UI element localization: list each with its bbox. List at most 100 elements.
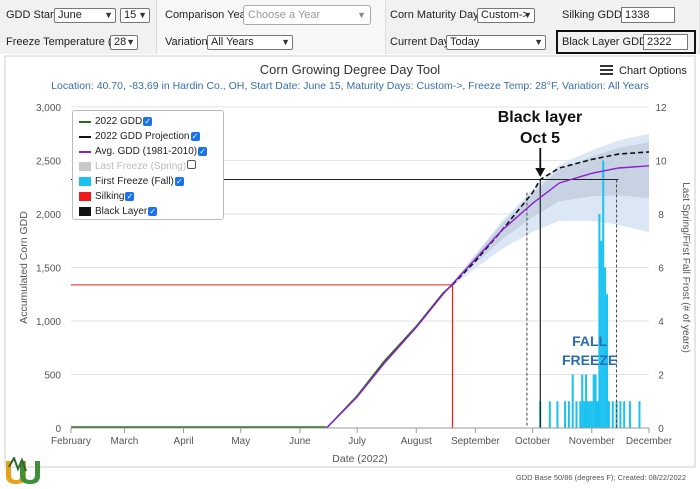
- first-freeze-bar: [567, 401, 570, 428]
- first-freeze-bar: [585, 374, 588, 428]
- legend-label: Silking: [95, 191, 125, 202]
- first-freeze-bar: [607, 401, 610, 428]
- black-layer-gdds-input[interactable]: 2322: [643, 34, 688, 50]
- corn-maturity-select[interactable]: Custom-> ▼: [477, 8, 535, 23]
- legend-item[interactable]: 2022 GDD Projection ✓: [79, 129, 223, 144]
- legend-checkbox[interactable]: ✓: [125, 192, 135, 201]
- chevron-down-icon: ▼: [534, 37, 543, 47]
- x-tick-label: September: [451, 436, 501, 447]
- hamburger-menu-icon: [600, 65, 613, 75]
- chevron-down-icon: ▼: [523, 10, 532, 20]
- legend-label: Last Freeze (Spring): [95, 161, 187, 172]
- first-freeze-bar: [600, 240, 603, 428]
- y-tick-label: 2,000: [36, 210, 61, 221]
- x-tick-label: October: [515, 436, 551, 447]
- y2-tick-label: 6: [658, 264, 664, 275]
- x-tick-label: March: [111, 436, 139, 447]
- chevron-down-icon: ▼: [357, 10, 366, 20]
- y2-axis-title: Last Spring/First Fall Frost (# of years…: [680, 182, 691, 353]
- y2-tick-label: 10: [655, 157, 667, 168]
- first-freeze-bar: [611, 401, 614, 428]
- variation-value: All Years: [211, 36, 254, 48]
- comparison-years-select[interactable]: Choose a Year ▼: [243, 5, 371, 25]
- legend-symbol: [79, 136, 91, 138]
- freeze-temp-label: Freeze Temperature (°F):: [6, 36, 130, 48]
- current-day-value: Today: [450, 36, 480, 48]
- legend-symbol: [79, 162, 91, 171]
- y2-tick-label: 4: [658, 317, 664, 328]
- first-freeze-bar: [604, 267, 607, 428]
- gdd-start-day-select[interactable]: 15 ▼: [120, 8, 150, 23]
- chart-variation-bands: [442, 133, 649, 295]
- legend-checkbox[interactable]: ✓: [198, 147, 208, 156]
- x-axis-title: Date (2022): [332, 453, 387, 465]
- chevron-down-icon: ▼: [126, 37, 135, 47]
- first-freeze-bar: [596, 401, 599, 428]
- chart-title: Corn Growing Degree Day Tool: [259, 62, 441, 77]
- first-freeze-bar: [606, 294, 609, 428]
- legend-checkbox[interactable]: ✓: [143, 117, 153, 126]
- first-freeze-bar: [598, 214, 601, 428]
- x-tick-label: June: [289, 436, 311, 447]
- legend-item[interactable]: 2022 GDD ✓: [79, 114, 223, 129]
- silking-gdds-label: Silking GDDs:: [562, 9, 631, 21]
- corn-maturity-value: Custom->: [481, 9, 529, 21]
- variation-select[interactable]: All Years ▼: [207, 35, 293, 50]
- y2-tick-label: 0: [658, 424, 664, 435]
- legend-item[interactable]: First Freeze (Fall) ✓: [79, 174, 223, 189]
- legend-symbol: [79, 177, 91, 186]
- first-freeze-bar: [583, 401, 586, 428]
- chart-footer: GDD Base 50/86 (degrees F); Created: 08/…: [515, 473, 686, 482]
- black-layer-highlight-box: [556, 30, 696, 54]
- black-layer-annotation-line1: Black layer: [497, 109, 583, 126]
- legend-item[interactable]: Silking ✓: [79, 189, 223, 204]
- legend-label: 2022 GDD: [95, 116, 143, 127]
- legend-item[interactable]: Last Freeze (Spring): [79, 159, 223, 174]
- first-freeze-bar: [592, 374, 595, 428]
- chevron-down-icon: ▼: [138, 10, 147, 20]
- variation-label: Variation:: [165, 36, 211, 48]
- chart-legend: 2022 GDD ✓ 2022 GDD Projection ✓ Avg. GDD (1…: [72, 110, 224, 220]
- series-line: [326, 165, 650, 429]
- legend-symbol: [79, 207, 91, 216]
- gdd-start-month-select[interactable]: June ▼: [54, 8, 116, 23]
- first-freeze-bar: [548, 401, 551, 428]
- first-freeze-bars: [539, 160, 641, 428]
- y-tick-label: 1,500: [36, 264, 61, 275]
- freeze-temp-select[interactable]: 28 ▼: [110, 35, 138, 50]
- legend-item[interactable]: Avg. GDD (1981-2010) ✓: [79, 144, 223, 159]
- first-freeze-bar: [594, 374, 597, 428]
- legend-checkbox[interactable]: [187, 160, 197, 169]
- chevron-down-icon: ▼: [104, 10, 113, 20]
- first-freeze-bar: [564, 401, 567, 428]
- legend-label: Avg. GDD (1981-2010): [95, 146, 198, 157]
- black-layer-arrow-head: [535, 168, 546, 177]
- current-day-select[interactable]: Today ▼: [446, 35, 546, 50]
- chart-options-menu[interactable]: Chart Options: [600, 65, 687, 77]
- current-day-label: Current Day:: [390, 36, 453, 48]
- comparison-years-label: Comparison Years:: [165, 9, 258, 21]
- legend-item[interactable]: Black Layer ✓: [79, 204, 223, 219]
- fall-freeze-annotation: FALL FREEZE: [562, 332, 617, 370]
- black-layer-gdds-label: Black Layer GDDs:: [562, 36, 656, 48]
- logo-image: [6, 457, 40, 484]
- chart-options-label: Chart Options: [619, 65, 687, 77]
- legend-checkbox[interactable]: ✓: [190, 132, 200, 141]
- first-freeze-bar: [556, 401, 559, 428]
- comparison-years-placeholder: Choose a Year: [248, 9, 321, 21]
- legend-label: Black Layer: [95, 206, 148, 217]
- silking-gdds-input[interactable]: 1338: [621, 7, 675, 23]
- x-tick-label: July: [348, 436, 366, 447]
- first-freeze-bar: [579, 401, 582, 428]
- legend-checkbox[interactable]: ✓: [174, 177, 184, 186]
- legend-checkbox[interactable]: ✓: [148, 207, 158, 216]
- chevron-down-icon: ▼: [281, 37, 290, 47]
- first-freeze-bar: [588, 401, 591, 428]
- x-tick-label: April: [174, 436, 194, 447]
- series-lines: [71, 151, 650, 429]
- y-tick-label: 0: [55, 424, 61, 435]
- y-axis-title: Accumulated Corn GDD: [18, 211, 30, 324]
- first-freeze-bar: [602, 160, 605, 428]
- chart-axes: 0 500 1,000 1,500 2,000 2,500 3,000 0 2 4 6 8 10 12 Fe…: [18, 103, 691, 465]
- gdd-chart: 0 500 1,000 1,500 2,000 2,500 3,000 0 2 4 6 8 10 12 Fe…: [4, 55, 696, 468]
